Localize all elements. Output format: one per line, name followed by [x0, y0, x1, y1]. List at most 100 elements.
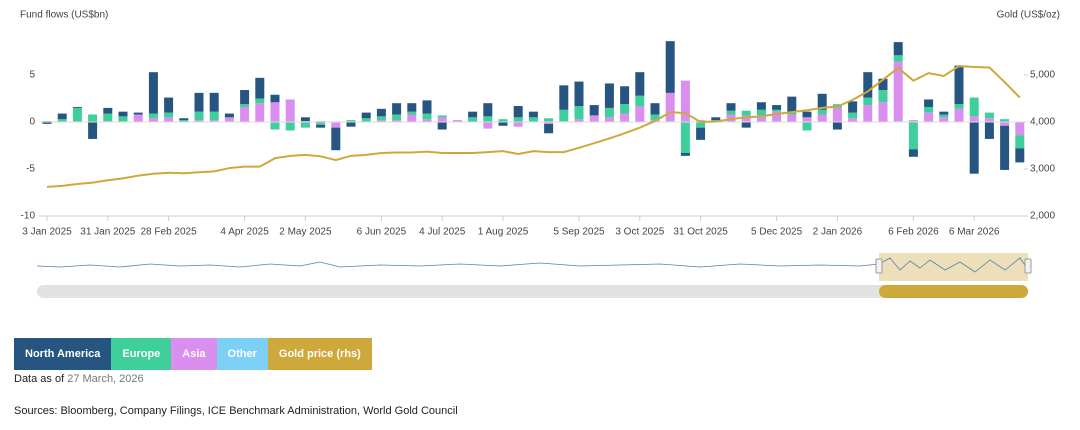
bar-segment: [787, 96, 797, 112]
bar-segment: [665, 41, 675, 93]
data-date-label: Data as of: [14, 373, 65, 385]
bar-segment: [422, 100, 432, 114]
bar-segment: [924, 106, 934, 113]
bar-segment: [1000, 125, 1010, 170]
bar-segment: [620, 104, 630, 114]
bar-segment: [604, 107, 614, 118]
x-tick-label: 4 Apr 2025: [220, 227, 269, 238]
bar-segment: [680, 153, 690, 156]
bar-segment: [88, 122, 98, 139]
bar-segment: [1015, 148, 1025, 163]
bar-segment: [194, 111, 204, 121]
bar-segment: [57, 113, 67, 120]
bar-segment: [407, 114, 417, 122]
legend-item[interactable]: Asia: [171, 338, 217, 370]
bar-segment: [893, 42, 903, 56]
bar-segment: [1015, 135, 1025, 149]
bar-segment: [498, 119, 508, 122]
bar-segment: [817, 114, 827, 122]
legend-item[interactable]: Europe: [111, 338, 172, 370]
x-tick-label: 6 Feb 2026: [888, 227, 939, 238]
y2-tick-label: 4,000: [1030, 117, 1055, 128]
scrollbar-thumb[interactable]: [879, 285, 1028, 298]
bar-segment: [969, 97, 979, 117]
bar-segment: [346, 122, 356, 127]
legend-item[interactable]: North America: [14, 338, 112, 370]
navigator-handle[interactable]: [1024, 258, 1032, 274]
bar-segment: [133, 114, 143, 122]
y-axis-title: Fund flows (US$bn): [20, 10, 108, 21]
bar-segment: [407, 111, 417, 115]
bar-segment: [696, 122, 706, 128]
bar-segment: [893, 61, 903, 122]
bar-segment: [240, 90, 250, 105]
bar-segment: [924, 112, 934, 122]
bar-segment: [635, 106, 645, 122]
y2-tick-label: 2,000: [1030, 211, 1055, 222]
bar-segment: [863, 97, 873, 106]
bar-segment: [969, 116, 979, 122]
gold-line: [46, 65, 1021, 188]
bar-segment: [179, 120, 189, 122]
bar-segment: [483, 103, 493, 117]
bar-segment: [908, 149, 918, 157]
bar-segment: [939, 111, 949, 115]
x-tick-label: 2 Jan 2026: [813, 227, 863, 238]
bar-segment: [376, 116, 386, 121]
bar-segment: [300, 122, 310, 128]
navigator: [36, 253, 1032, 298]
x-tick-label: 4 Jul 2025: [419, 227, 466, 238]
bar-segment: [665, 92, 675, 122]
bar-segment: [42, 122, 52, 124]
bar-segment: [452, 120, 462, 122]
scrollbar-track[interactable]: [37, 285, 1028, 298]
legend-item[interactable]: Other: [216, 338, 268, 370]
legend: North America Europe Asia Other Gold price (…: [14, 338, 372, 370]
bar-segment: [148, 113, 158, 119]
bar-segment: [376, 108, 386, 117]
bar-segment: [57, 119, 67, 122]
bar-segment: [133, 112, 143, 115]
bar-segment: [422, 119, 432, 122]
bar-segment: [574, 119, 584, 122]
bar-segment: [483, 122, 493, 129]
x-tick-label: 3 Oct 2025: [615, 227, 664, 238]
bar-segment: [756, 115, 766, 122]
bar-segment: [528, 111, 538, 118]
x-tick-label: 3 Jan 2025: [22, 227, 72, 238]
bar-segment: [939, 117, 949, 122]
bar-segment: [361, 112, 371, 119]
bar-segment: [559, 109, 569, 122]
bar-segment: [331, 122, 341, 128]
bar-segment: [483, 116, 493, 122]
bar-segment: [437, 115, 447, 118]
bar-segment: [544, 118, 554, 122]
bar-segment: [148, 72, 158, 114]
bar-segment: [1015, 122, 1025, 136]
bar-segment: [984, 112, 994, 119]
sources: Sources: Bloomberg, Company Filings, ICE…: [14, 405, 458, 417]
bar-segment: [392, 103, 402, 115]
y-tick-label: 5: [29, 70, 35, 81]
bar-segment: [164, 117, 174, 122]
bar-segment: [194, 120, 204, 122]
legend-item[interactable]: Gold price (rhs): [267, 338, 372, 370]
bar-segment: [650, 103, 660, 115]
bar-segment: [924, 99, 934, 107]
bar-segment: [878, 102, 888, 122]
x-tick-label: 6 Jun 2025: [357, 227, 407, 238]
bar-segment: [772, 105, 782, 110]
bar-segment: [164, 112, 174, 118]
navigator-handle[interactable]: [875, 258, 883, 274]
bar-segment: [893, 55, 903, 62]
bar-segment: [72, 107, 82, 122]
bar-segment: [118, 116, 128, 122]
bar-segment: [589, 105, 599, 116]
navigator-selection[interactable]: [879, 253, 1028, 281]
bar-segment: [285, 122, 295, 131]
bar-segment: [209, 111, 219, 121]
bar-segment: [544, 123, 554, 134]
bar-segment: [726, 110, 736, 115]
bar-segment: [361, 118, 371, 122]
